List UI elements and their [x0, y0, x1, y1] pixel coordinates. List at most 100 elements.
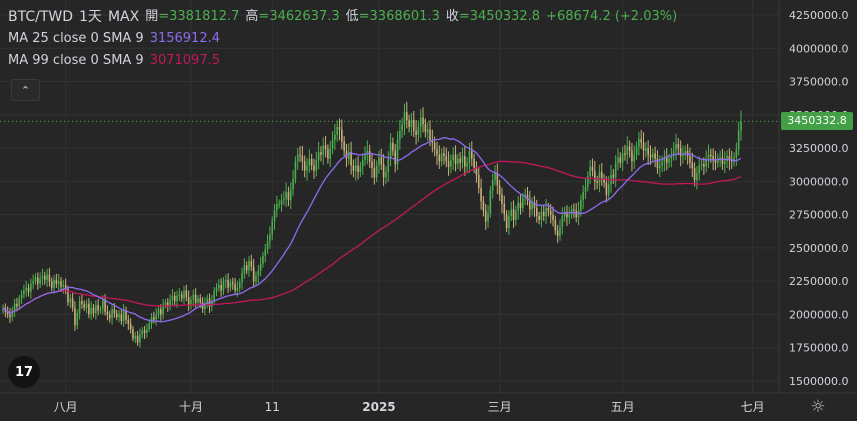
candle-body [289, 189, 292, 200]
candle-body [482, 201, 485, 211]
candle-body [508, 215, 510, 228]
candle-body [484, 210, 487, 222]
candle-body [115, 313, 118, 318]
candle-body [236, 287, 239, 291]
ma25-row[interactable]: MA 25 close 0 SMA 9 3156912.4 [8, 28, 677, 50]
candle-body [352, 165, 355, 171]
candle-body [9, 314, 11, 318]
candle-body [589, 166, 591, 177]
candle-body [250, 261, 253, 267]
candle-body [306, 165, 308, 171]
candle-body [276, 203, 278, 211]
candle-body [440, 153, 443, 162]
candle-body [573, 209, 575, 211]
candle-body [603, 178, 605, 183]
candle-body [322, 145, 325, 155]
candle-body [125, 310, 127, 320]
candle-body [57, 281, 60, 284]
candle-body [11, 310, 14, 318]
candle-body [43, 275, 46, 280]
candle-body [547, 207, 550, 211]
symbol-label[interactable]: BTC/TWD [8, 9, 74, 25]
candle-body [334, 134, 336, 141]
tradingview-logo[interactable]: 17 [8, 356, 40, 388]
candle-body [598, 172, 601, 183]
candle-body [37, 277, 39, 284]
candle-body [605, 182, 608, 195]
candle-body [266, 241, 269, 250]
y-tick-label: 2500000.0 [789, 242, 849, 255]
moving-average-lines [0, 120, 779, 323]
y-tick-label: 2750000.0 [789, 209, 849, 222]
candle-body [626, 146, 629, 155]
candle-body [663, 157, 666, 162]
candle-body [691, 162, 694, 169]
candle-body [106, 311, 109, 315]
candle-body [587, 176, 589, 187]
candle-body [20, 294, 23, 299]
candle-body [443, 153, 445, 157]
candle-body [255, 275, 257, 282]
collapse-legend-button[interactable]: ⌃ [11, 79, 40, 101]
ma99-row[interactable]: MA 99 close 0 SMA 9 3071097.5 [8, 50, 677, 72]
candle-body [503, 203, 506, 215]
x-tick-label: 七月 [741, 400, 765, 414]
candle-body [192, 294, 195, 300]
candle-body [280, 199, 283, 204]
candle-body [658, 165, 661, 169]
candle-body [415, 130, 417, 135]
candle-body [283, 198, 285, 200]
ma99-line [2, 160, 742, 314]
candle-body [354, 165, 357, 171]
candle-body [408, 120, 410, 127]
candle-body [331, 140, 334, 149]
last-price-tag: 3450332.8 [781, 112, 853, 131]
ma25-label: MA 25 close 0 SMA 9 [8, 31, 144, 46]
candle-body [287, 192, 290, 200]
high-value: =3462637.3 [258, 9, 340, 24]
candle-body [412, 120, 415, 131]
candle-body [670, 154, 673, 159]
candle-body [364, 154, 366, 161]
candle-body [556, 230, 559, 236]
candle-body [269, 234, 271, 242]
candle-body [459, 158, 461, 163]
candle-body [153, 317, 155, 320]
x-tick-label: 五月 [611, 400, 635, 414]
candle-body [83, 303, 86, 308]
candle-body [199, 298, 202, 303]
candle-body [726, 156, 728, 162]
y-tick-label: 2250000.0 [789, 275, 849, 288]
candle-body [677, 144, 680, 149]
candle-body [531, 202, 533, 210]
candle-body [380, 157, 383, 165]
candle-body [554, 219, 557, 231]
candle-body [187, 297, 190, 306]
candle-body [18, 298, 21, 307]
candle-body [394, 150, 397, 165]
candle-body [157, 309, 160, 315]
candle-body [71, 298, 74, 308]
candle-body [141, 330, 144, 335]
candle-body [315, 160, 318, 171]
candle-body [410, 120, 413, 127]
candle-body [48, 274, 51, 282]
candle-body [700, 164, 703, 166]
candle-body [389, 142, 392, 159]
candle-body [245, 265, 248, 271]
candle-body [171, 295, 174, 300]
interval-label[interactable]: 1天 [79, 9, 102, 25]
candle-body [13, 303, 16, 311]
candle-body [684, 150, 687, 155]
range-label[interactable]: MAX [107, 9, 140, 25]
candle-body [146, 329, 148, 334]
candle-body [139, 334, 141, 343]
candle-body [584, 186, 587, 193]
close-label: 收 [445, 9, 459, 24]
candle-body [213, 290, 215, 302]
gear-icon[interactable]: ☼ [810, 397, 826, 417]
candle-body [104, 299, 106, 312]
candle-body [136, 335, 139, 343]
candle-body [533, 202, 536, 208]
